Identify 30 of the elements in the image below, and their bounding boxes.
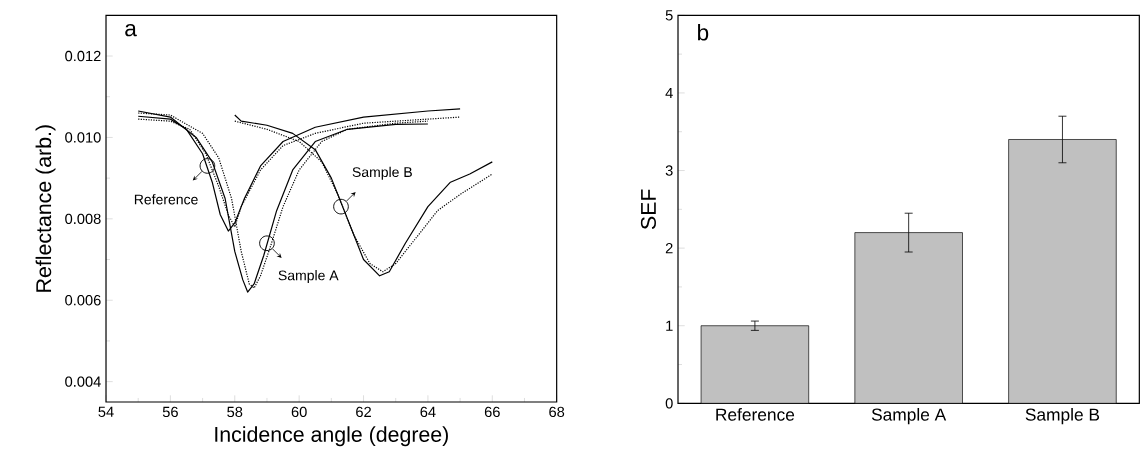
y-tick-label: 0: [665, 398, 673, 409]
annotation: Sample B: [352, 166, 412, 180]
x-tick-label: 60: [291, 406, 307, 418]
annotation: a: [125, 23, 137, 37]
x-tick-label: 66: [484, 406, 500, 418]
annotation: Reference: [134, 194, 198, 205]
y-tick-label: 3: [665, 165, 673, 176]
y-axis-title: SEF: [640, 189, 656, 230]
x-tick-label: Reference: [716, 408, 795, 421]
x-tick-label: 62: [356, 406, 371, 418]
annotation: b: [698, 23, 709, 41]
y-tick-label: 0.004: [65, 376, 101, 387]
x-tick-label: 54: [98, 406, 114, 417]
x-tick-label: Sample A: [871, 408, 947, 425]
y-tick-label: 5: [665, 10, 673, 21]
y-tick-label: 0.012: [65, 50, 101, 62]
y-tick-label: 1: [666, 320, 673, 331]
x-tick-label: 56: [162, 406, 178, 418]
y-tick-label: 0.006: [65, 295, 101, 306]
x-tick-label: 64: [420, 406, 436, 418]
x-tick-label: Sample B: [1025, 408, 1100, 425]
y-tick-label: 2: [665, 243, 673, 254]
y-tick-label: 0.010: [65, 132, 101, 143]
x-tick-label: 58: [227, 406, 243, 418]
x-tick-label: 68: [549, 406, 565, 418]
annotation: Sample A: [278, 270, 339, 284]
y-tick-label: 4: [665, 87, 673, 98]
y-tick-label: 0.008: [65, 213, 101, 225]
x-axis-title: Incidence angle (degree): [215, 426, 448, 447]
y-axis-title: Reflectance (arb.): [35, 125, 56, 292]
